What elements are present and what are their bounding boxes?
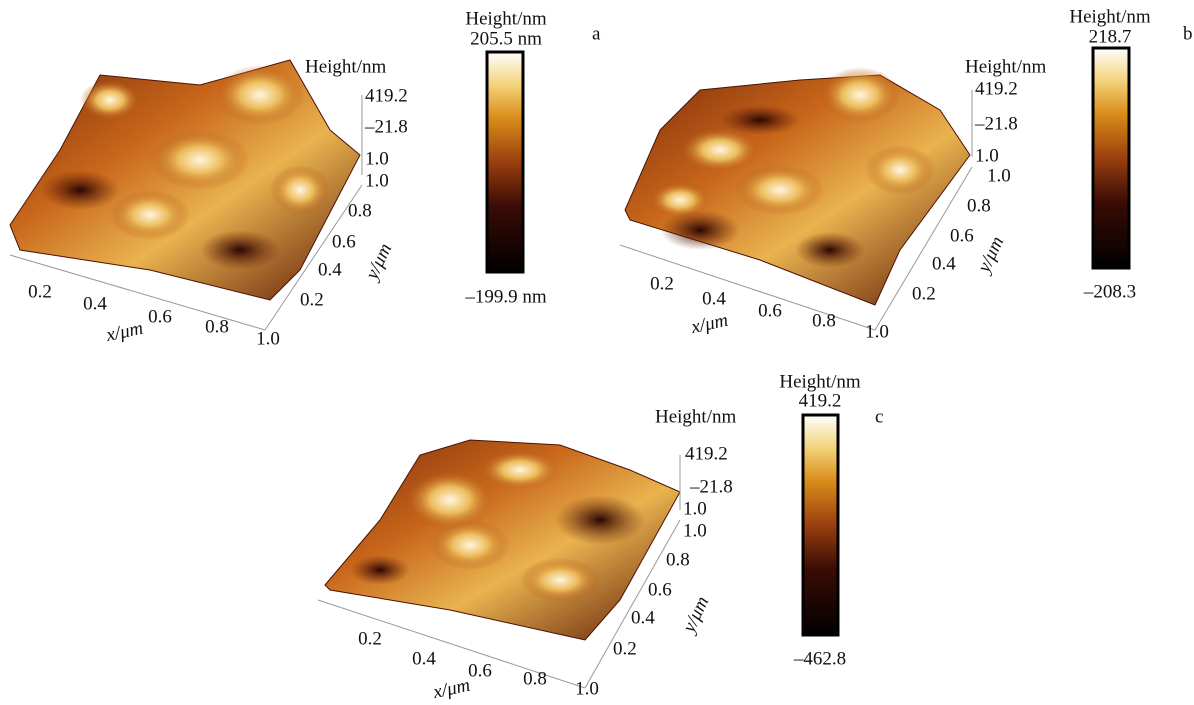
colorbar: [803, 415, 838, 635]
surface-valley: [720, 105, 800, 135]
panel-label: b: [1183, 23, 1193, 44]
z-tick-label: 1.0: [683, 498, 707, 519]
x-axis-title: x/μm: [431, 675, 473, 703]
panel-label: c: [875, 406, 883, 427]
panel: Height/nm419.2–21.81.01.00.80.60.40.20.2…: [10, 8, 601, 349]
y-tick-label: 0.2: [613, 638, 637, 659]
z-axis-title: Height/nm: [655, 406, 736, 427]
z-tick-label: –21.8: [689, 476, 733, 497]
colorbar-title: Height/nm: [779, 371, 860, 392]
x-axis-title: x/μm: [689, 310, 731, 338]
y-tick-label: 0.6: [950, 225, 974, 246]
z-tick-label: –21.8: [974, 113, 1018, 134]
x-tick-label: 1.0: [575, 678, 599, 699]
x-tick-label: 0.6: [468, 660, 492, 681]
figure: Height/nm419.2–21.81.01.00.80.60.40.20.2…: [0, 0, 1194, 705]
y-tick-label: 0.6: [332, 231, 356, 252]
colorbar: [1093, 48, 1129, 268]
y-tick-label: 1.0: [683, 520, 707, 541]
x-tick-label: 0.4: [412, 648, 436, 669]
surface-peak: [430, 520, 510, 570]
x-tick-label: 0.6: [758, 300, 782, 321]
x-tick-label: 0.2: [358, 628, 382, 649]
colorbar-max: 218.7: [1089, 26, 1132, 47]
colorbar-title: Height/nm: [1069, 6, 1150, 27]
surface-peak: [735, 165, 825, 215]
y-tick-label: 0.4: [932, 253, 956, 274]
y-tick-label: 1.0: [987, 165, 1011, 186]
y-tick-label: 0.8: [348, 200, 372, 221]
z-axis-title: Height/nm: [305, 56, 386, 77]
colorbar-max: 205.5 nm: [470, 28, 542, 49]
panel-label: a: [592, 23, 601, 44]
x-tick-label: 0.6: [148, 306, 172, 327]
surface-peak: [110, 190, 190, 240]
colorbar-min: –462.8: [793, 648, 846, 669]
colorbar-min: –199.9 nm: [464, 286, 547, 307]
surface-valley: [40, 170, 120, 210]
x-tick-label: 0.4: [702, 288, 726, 309]
x-tick-label: 0.8: [205, 316, 229, 337]
surface-peak: [270, 165, 330, 215]
y-tick-label: 0.4: [631, 607, 655, 628]
colorbar-min: –208.3: [1083, 281, 1136, 302]
afm-figure: Height/nm419.2–21.81.01.00.80.60.40.20.2…: [0, 0, 1194, 705]
x-tick-label: 1.0: [865, 321, 889, 342]
y-axis-title: y/μm: [361, 240, 397, 284]
x-tick-label: 0.2: [650, 273, 674, 294]
surface-valley: [350, 555, 410, 585]
z-tick-label: –21.8: [364, 116, 408, 137]
surface-valley: [795, 232, 865, 268]
z-tick-label: 419.2: [685, 443, 728, 464]
surface-peak: [80, 80, 140, 120]
z-tick-label: 1.0: [365, 148, 389, 169]
z-tick-label: 1.0: [975, 145, 999, 166]
surface-valley: [660, 210, 740, 250]
surface-peak: [820, 67, 900, 123]
surface-peak: [150, 130, 250, 190]
surface-peak: [865, 145, 935, 195]
y-tick-label: 0.2: [912, 283, 936, 304]
surface-peak: [215, 65, 305, 125]
y-axis-title: y/μm: [973, 233, 1009, 277]
y-tick-label: 0.6: [648, 579, 672, 600]
surface-valley: [555, 495, 645, 545]
y-tick-label: 0.4: [318, 259, 342, 280]
z-tick-label: 419.2: [975, 78, 1018, 99]
panel: Height/nm419.2–21.81.01.00.80.60.40.20.2…: [620, 6, 1193, 342]
x-tick-label: 1.0: [256, 328, 280, 349]
colorbar-title: Height/nm: [465, 8, 546, 29]
surface-peak: [520, 558, 600, 602]
y-tick-label: 0.2: [300, 289, 324, 310]
x-tick-label: 0.8: [812, 310, 836, 331]
y-tick-label: 0.8: [666, 549, 690, 570]
y-tick-label: 0.8: [967, 195, 991, 216]
surface-peak: [480, 450, 560, 490]
y-tick-label: 1.0: [365, 170, 389, 191]
surface-peak: [680, 128, 760, 172]
x-tick-label: 0.8: [523, 668, 547, 689]
panel: Height/nm419.2–21.81.01.00.80.60.40.20.2…: [318, 371, 883, 703]
z-axis-title: Height/nm: [965, 56, 1046, 77]
x-tick-label: 0.4: [83, 293, 107, 314]
z-tick-label: 419.2: [365, 85, 408, 106]
colorbar-max: 419.2: [799, 390, 842, 411]
colorbar: [487, 52, 523, 272]
surface-valley: [200, 230, 280, 270]
y-axis-title: y/μm: [678, 593, 714, 637]
surface-peak: [405, 470, 495, 530]
x-tick-label: 0.2: [28, 281, 52, 302]
x-axis-title: x/μm: [104, 318, 146, 346]
